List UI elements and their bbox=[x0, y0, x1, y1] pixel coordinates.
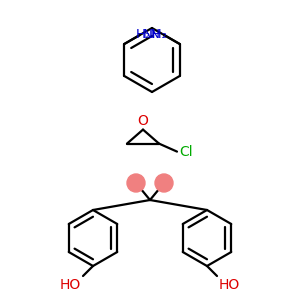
Text: HO: HO bbox=[219, 278, 240, 292]
Circle shape bbox=[127, 174, 145, 192]
Text: O: O bbox=[138, 114, 148, 128]
Text: Cl: Cl bbox=[179, 145, 193, 159]
Text: H₂N: H₂N bbox=[136, 28, 161, 40]
Circle shape bbox=[155, 174, 173, 192]
Text: NH₂: NH₂ bbox=[143, 28, 168, 40]
Text: HO: HO bbox=[60, 278, 81, 292]
